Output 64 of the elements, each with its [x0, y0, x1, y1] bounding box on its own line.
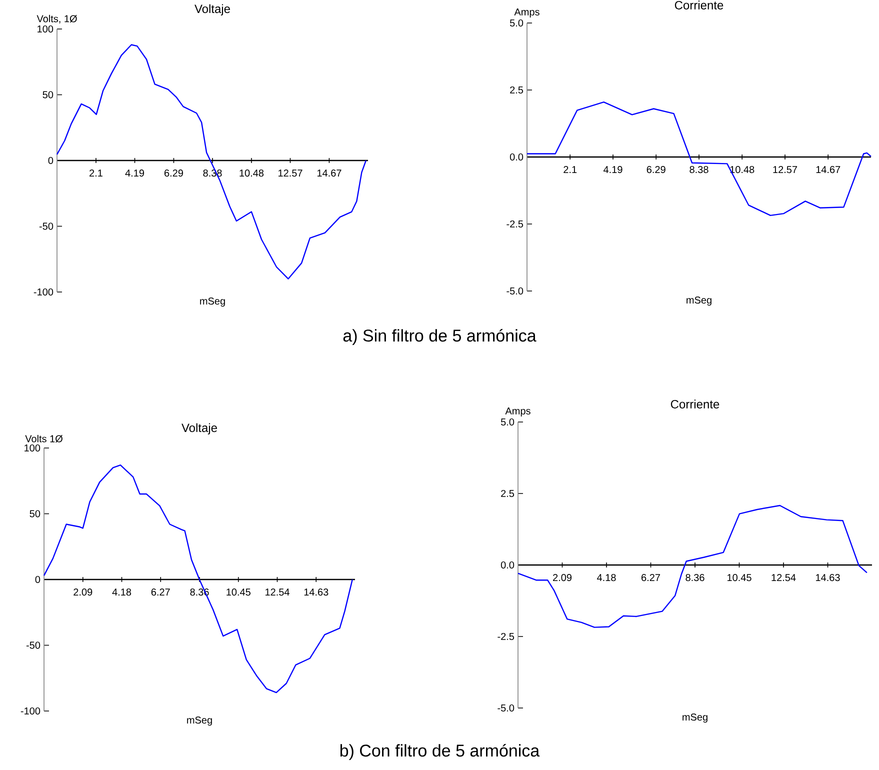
y-tick-label: 100	[24, 444, 40, 452]
y-tick-label: -2.5	[498, 632, 514, 640]
x-tick-label: 8.38	[690, 166, 708, 174]
chart-title: Voltaje	[182, 423, 217, 434]
y-axis-title: Amps	[505, 408, 530, 416]
y-tick-label: 0	[48, 156, 54, 164]
y-tick-label: 5.0	[500, 418, 514, 426]
x-tick-label: 12.57	[278, 170, 302, 177]
x-tick-label: 6.29	[646, 166, 666, 174]
x-axis-title: mSeg	[682, 714, 708, 723]
text: a) Sin filtro de 5 armónica	[343, 328, 536, 345]
y-tick-label: 2.5	[510, 86, 524, 94]
line-series	[56, 44, 367, 280]
y-axis-title: Amps	[514, 8, 540, 18]
y-tick-label: -2.5	[506, 220, 524, 228]
x-tick-label: 10.45	[226, 588, 250, 596]
y-tick-label: 0	[35, 576, 40, 584]
x-tick-label: 12.54	[772, 574, 796, 582]
y-tick-label: 0.0	[500, 561, 514, 569]
x-axis-title: mSeg	[686, 296, 712, 306]
x-tick-label: 10.45	[728, 574, 752, 582]
x-tick-label: 4.18	[112, 588, 132, 596]
x-tick-label: 2.1	[90, 170, 102, 177]
x-tick-label: 10.48	[730, 166, 754, 174]
y-tick-label: 2.5	[501, 490, 514, 498]
y-tick-label: -5.0	[498, 704, 514, 712]
y-tick-label: -5.0	[506, 287, 524, 295]
x-axis-title: mSeg	[187, 716, 212, 726]
y-axis-title: Volts, 1Ø	[36, 14, 77, 24]
x-tick-label: 4.19	[125, 170, 144, 177]
x-tick-label: 6.29	[164, 170, 183, 177]
chart-title: Corriente	[670, 400, 720, 408]
y-tick-label: -50	[26, 642, 40, 649]
y-tick-label: 100	[38, 25, 54, 33]
x-tick-label: 14.67	[816, 166, 840, 174]
x-tick-label: 2.1	[564, 166, 577, 173]
chart-title: Voltaje	[194, 4, 230, 16]
y-tick-label: -100	[34, 288, 54, 296]
y-tick-label: -100	[20, 707, 40, 715]
x-tick-label: 14.63	[816, 574, 840, 582]
x-tick-label: 4.19	[604, 166, 622, 174]
x-tick-label: 10.48	[240, 170, 264, 177]
y-tick-label: 50	[42, 91, 54, 98]
line-series	[43, 464, 353, 694]
x-tick-label: 6.27	[151, 588, 170, 596]
line-series	[517, 504, 868, 628]
y-axis-title: Volts 1Ø	[25, 434, 63, 442]
x-axis-title: mSeg	[200, 298, 225, 307]
x-tick-label: 14.67	[317, 170, 342, 177]
y-tick-label: 0.0	[510, 153, 524, 161]
x-tick-label: 14.63	[304, 588, 328, 596]
x-tick-label: 4.18	[597, 574, 616, 582]
y-tick-label: 50	[30, 510, 40, 518]
chart-title: Corriente	[674, 0, 724, 10]
x-tick-label: 12.54	[266, 588, 290, 596]
line-series	[526, 101, 872, 216]
y-tick-label: -50	[39, 222, 54, 230]
x-tick-label: 12.57	[773, 166, 798, 174]
x-tick-label: 2.09	[74, 588, 92, 596]
x-tick-label: 2.09	[553, 574, 572, 582]
x-tick-label: 8.36	[686, 574, 704, 582]
text: b) Con filtro de 5 armónica	[340, 744, 540, 760]
y-tick-label: 5.0	[510, 19, 524, 27]
x-tick-label: 6.27	[642, 574, 660, 582]
